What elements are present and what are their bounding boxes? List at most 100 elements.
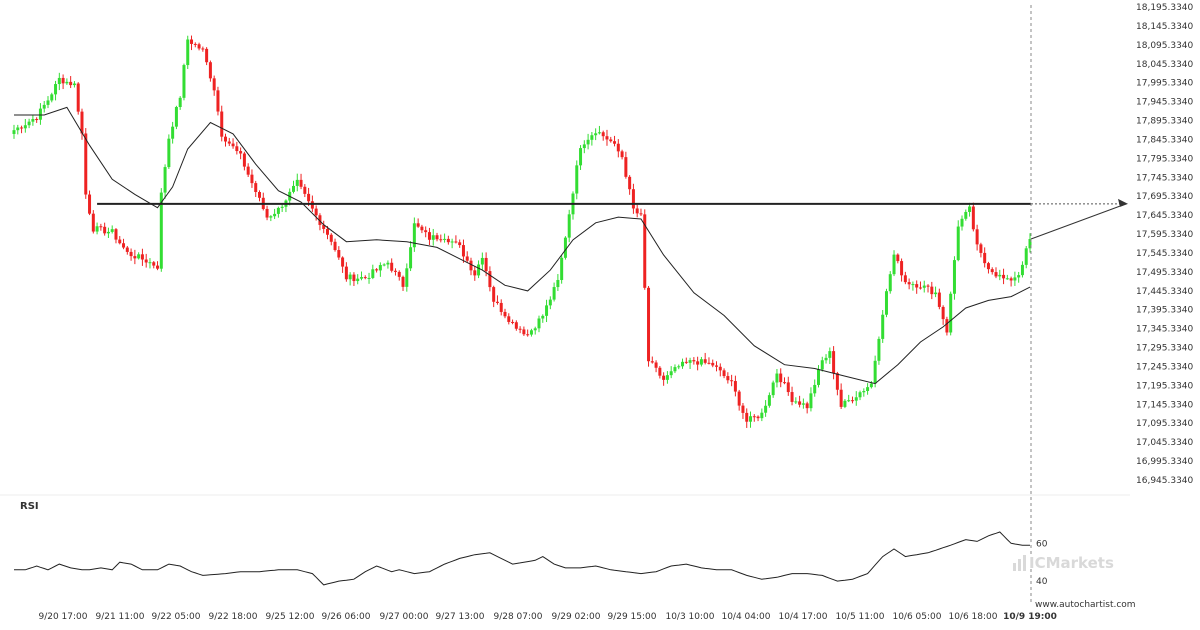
price-tick-label: 17,545.3340: [1136, 249, 1194, 259]
candle-body: [156, 265, 160, 269]
price-tick-label: 17,495.3340: [1136, 268, 1194, 278]
candle-body: [635, 208, 639, 214]
moving-average-line: [14, 106, 1031, 385]
candle-body: [918, 287, 922, 289]
candle-body: [382, 264, 386, 266]
candle-body: [80, 111, 84, 134]
candle-body: [499, 302, 503, 312]
candle-body: [16, 127, 20, 131]
candle-body: [95, 226, 99, 232]
candle-body: [461, 245, 465, 257]
candle-body: [103, 226, 107, 234]
candle-body: [964, 211, 968, 219]
candle-body: [276, 207, 280, 214]
candle-body: [20, 127, 24, 129]
candle-body: [137, 254, 141, 259]
price-tick-label: 17,645.3340: [1136, 211, 1194, 221]
candle-body: [114, 229, 118, 240]
candle-body: [235, 146, 239, 152]
candle-body: [314, 208, 318, 216]
candle-body: [907, 282, 911, 285]
candle-body: [140, 254, 144, 260]
rsi-axis: 60 40: [1036, 539, 1048, 587]
candle-body: [809, 393, 813, 409]
candle-body: [552, 287, 556, 300]
candle-body: [647, 287, 651, 362]
candle-body: [152, 262, 156, 266]
candle-body: [605, 136, 609, 140]
candle-body: [1017, 275, 1021, 278]
candle-body: [696, 361, 700, 365]
candle-body: [38, 108, 42, 120]
candle-body: [767, 395, 771, 406]
candle-body: [299, 179, 303, 187]
time-tick-label: 9/22 05:00: [151, 612, 200, 622]
candle-body: [937, 292, 941, 307]
candle-body: [801, 403, 805, 405]
candle-body: [582, 144, 586, 149]
candle-body: [446, 238, 450, 243]
candle-body: [934, 292, 938, 295]
time-tick-label: 9/22 18:00: [208, 612, 257, 622]
time-tick-label: 10/6 18:00: [948, 612, 997, 622]
candle-body: [507, 316, 511, 322]
price-tick-label: 17,045.3340: [1136, 438, 1194, 448]
candle-body: [50, 94, 54, 101]
candle-body: [88, 194, 92, 214]
candle-body: [1013, 277, 1017, 281]
candle-body: [129, 251, 133, 257]
candle-body: [227, 141, 231, 144]
candle-body: [681, 361, 685, 367]
candle-body: [911, 284, 915, 286]
price-tick-label: 17,195.3340: [1136, 381, 1194, 391]
price-tick-label: 17,295.3340: [1136, 344, 1194, 354]
candle-body: [224, 136, 228, 142]
candle-body: [986, 263, 990, 270]
time-tick-label: 10/6 05:00: [892, 612, 941, 622]
candle-body: [46, 100, 50, 105]
price-tick-label: 17,145.3340: [1136, 400, 1194, 410]
candle-body: [805, 403, 809, 409]
candle-body: [99, 226, 103, 228]
candle-body: [431, 235, 435, 240]
candle-body: [174, 107, 178, 127]
candle-body: [881, 314, 885, 339]
rsi-line: [14, 531, 1030, 586]
candle-body: [816, 369, 820, 385]
candle-body: [926, 285, 930, 287]
price-tick-label: 17,945.3340: [1136, 98, 1194, 108]
candle-body: [877, 338, 881, 361]
candle-body: [416, 223, 420, 227]
candle-body: [628, 176, 632, 190]
candle-body: [847, 400, 851, 402]
candle-body: [72, 83, 76, 86]
candle-body: [975, 229, 979, 245]
price-tick-label: 17,445.3340: [1136, 287, 1194, 297]
candle-body: [171, 126, 175, 139]
candle-body: [888, 274, 892, 292]
candle-body: [639, 213, 643, 215]
price-tick-label: 17,245.3340: [1136, 362, 1194, 372]
candle-body: [775, 373, 779, 383]
candle-body: [197, 44, 201, 49]
candle-body: [1024, 248, 1028, 265]
candle-body: [61, 77, 65, 84]
candle-body: [858, 392, 862, 398]
candle-body: [231, 143, 235, 147]
candle-body: [193, 43, 197, 45]
price-tick-label: 17,745.3340: [1136, 173, 1194, 183]
candle-body: [363, 277, 367, 279]
candle-body: [715, 365, 719, 367]
candle-body: [537, 318, 541, 329]
candle-body: [31, 119, 35, 122]
candle-body: [594, 133, 598, 136]
candle-body: [1009, 278, 1013, 281]
candle-body: [613, 141, 617, 144]
candle-body: [673, 367, 677, 372]
time-tick-label: 10/4 17:00: [778, 612, 827, 622]
candle-body: [677, 366, 681, 368]
candle-body: [631, 189, 635, 209]
candle-body: [148, 262, 152, 264]
candle-body: [393, 270, 397, 272]
candle-body: [526, 334, 530, 336]
